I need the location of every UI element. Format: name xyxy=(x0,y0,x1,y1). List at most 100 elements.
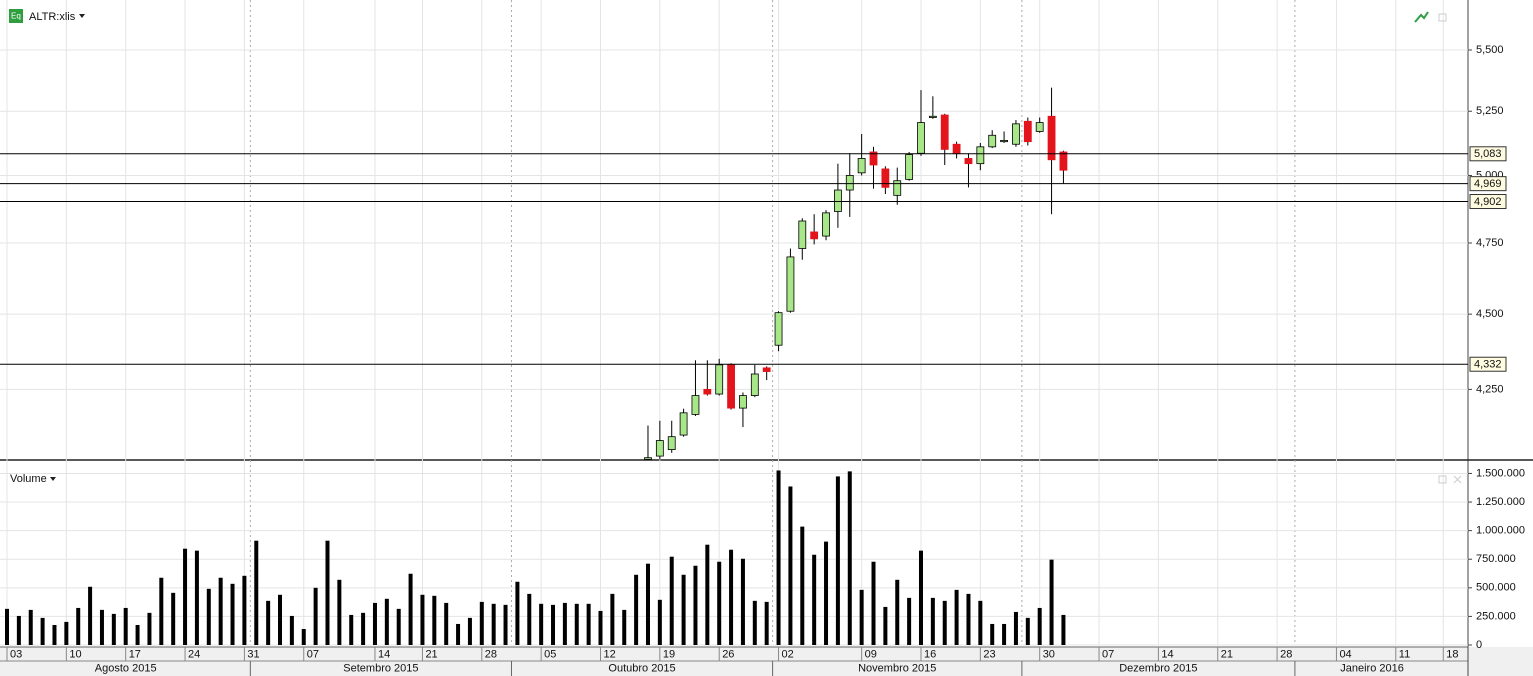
volume-bar xyxy=(562,602,567,645)
y-tick-label: 0 xyxy=(1476,639,1482,651)
x-tick-label: 30 xyxy=(1043,648,1055,660)
volume-bar xyxy=(408,573,413,645)
volume-bar xyxy=(610,593,615,645)
volume-bar xyxy=(491,603,496,645)
x-tick-label: 12 xyxy=(604,648,616,660)
y-tick-label: 5,250 xyxy=(1476,105,1504,117)
x-tick-label: 11 xyxy=(1399,648,1410,660)
volume-bar xyxy=(337,579,342,645)
volume-bar xyxy=(467,617,472,645)
x-tick-label: 28 xyxy=(1280,648,1292,660)
volume-bar xyxy=(289,615,294,645)
symbol-icon-text: Eq xyxy=(11,12,21,21)
volume-bar xyxy=(5,608,9,645)
volume-bar xyxy=(883,606,888,645)
month-label: Novembro 2015 xyxy=(858,662,936,674)
volume-bar xyxy=(503,604,508,645)
month-label: Janeiro 2016 xyxy=(1340,662,1404,674)
candle-body xyxy=(762,367,771,372)
month-label: Outubro 2015 xyxy=(608,662,675,674)
volume-bar xyxy=(681,574,686,645)
volume-bar xyxy=(123,607,128,645)
volume-bar xyxy=(740,558,745,645)
candle-body xyxy=(976,146,985,165)
price-title[interactable]: ALTR:xlis xyxy=(29,11,76,23)
volume-title[interactable]: Volume xyxy=(10,473,47,485)
volume-bar xyxy=(729,549,734,645)
volume-bar xyxy=(942,600,947,645)
x-tick-label: 16 xyxy=(924,648,936,660)
candle-body xyxy=(774,312,783,346)
candle-body xyxy=(1000,139,1008,143)
candle-body xyxy=(952,143,961,154)
volume-bar xyxy=(586,603,591,645)
candle-body xyxy=(822,212,830,237)
volume-bar xyxy=(171,592,176,645)
close-icon[interactable] xyxy=(1453,475,1462,484)
y-tick-label: 4,250 xyxy=(1476,383,1504,395)
x-tick-label: 19 xyxy=(663,648,675,660)
volume-bar xyxy=(194,550,199,645)
y-tick-label: 250.000 xyxy=(1476,610,1516,622)
volume-bar xyxy=(99,609,104,645)
volume-bar xyxy=(645,563,650,645)
y-tick-label: 1.500.000 xyxy=(1476,467,1525,479)
volume-bar xyxy=(444,602,449,645)
volume-bar xyxy=(859,589,864,645)
volume-bar xyxy=(574,603,579,645)
level-label-box xyxy=(1469,146,1507,162)
window-icon[interactable] xyxy=(1438,13,1447,22)
volume-bar xyxy=(206,588,211,645)
volume-bar xyxy=(788,486,793,645)
volume-bar xyxy=(278,594,283,645)
volume-bar xyxy=(551,604,556,645)
x-tick-label: 05 xyxy=(544,648,556,660)
x-tick-label: 21 xyxy=(1221,648,1233,660)
x-tick-label: 24 xyxy=(188,648,200,660)
candle-body xyxy=(869,151,878,166)
volume-bar xyxy=(52,624,57,645)
volume-bar xyxy=(598,610,603,645)
x-tick-label: 07 xyxy=(307,648,319,660)
level-label: 4,332 xyxy=(1474,359,1502,371)
volume-bar xyxy=(76,607,81,645)
volume-bar xyxy=(634,574,639,645)
x-tick-label: 14 xyxy=(1161,648,1173,660)
volume-bar xyxy=(669,556,674,645)
x-tick-label: 02 xyxy=(782,648,794,660)
volume-bar xyxy=(717,561,722,645)
volume-bar xyxy=(752,600,757,645)
level-label-box xyxy=(1469,356,1507,372)
trend-icon[interactable] xyxy=(1414,11,1429,23)
candle-body xyxy=(1023,120,1032,143)
volume-bar xyxy=(218,577,223,645)
symbol-icon xyxy=(9,9,23,23)
volume-bar xyxy=(479,601,484,645)
volume-bar xyxy=(705,544,710,645)
window-icon[interactable] xyxy=(1438,475,1447,484)
volume-bar xyxy=(325,540,330,645)
volume-bar xyxy=(871,561,876,645)
month-label: Agosto 2015 xyxy=(95,662,157,674)
volume-bar xyxy=(384,598,389,645)
y-tick-label: 1.000.000 xyxy=(1476,525,1525,537)
y-tick-label: 5,500 xyxy=(1476,44,1504,56)
candle-body xyxy=(1012,123,1020,145)
candle-body xyxy=(905,154,914,180)
candle-body xyxy=(928,115,937,118)
dropdown-arrow[interactable] xyxy=(79,14,85,18)
volume-bar xyxy=(990,623,995,645)
volume-bar xyxy=(349,614,354,645)
x-tick-label: 10 xyxy=(69,648,81,660)
x-tick-label: 21 xyxy=(425,648,437,660)
level-label: 4,969 xyxy=(1474,178,1502,190)
volume-bar xyxy=(64,621,69,645)
dropdown-arrow[interactable] xyxy=(50,477,56,481)
volume-bar xyxy=(622,609,627,645)
candle-body xyxy=(940,114,949,150)
volume-bar xyxy=(966,593,971,645)
candle-body xyxy=(893,180,902,196)
volume-bar xyxy=(515,581,520,645)
volume-bar xyxy=(135,624,140,645)
